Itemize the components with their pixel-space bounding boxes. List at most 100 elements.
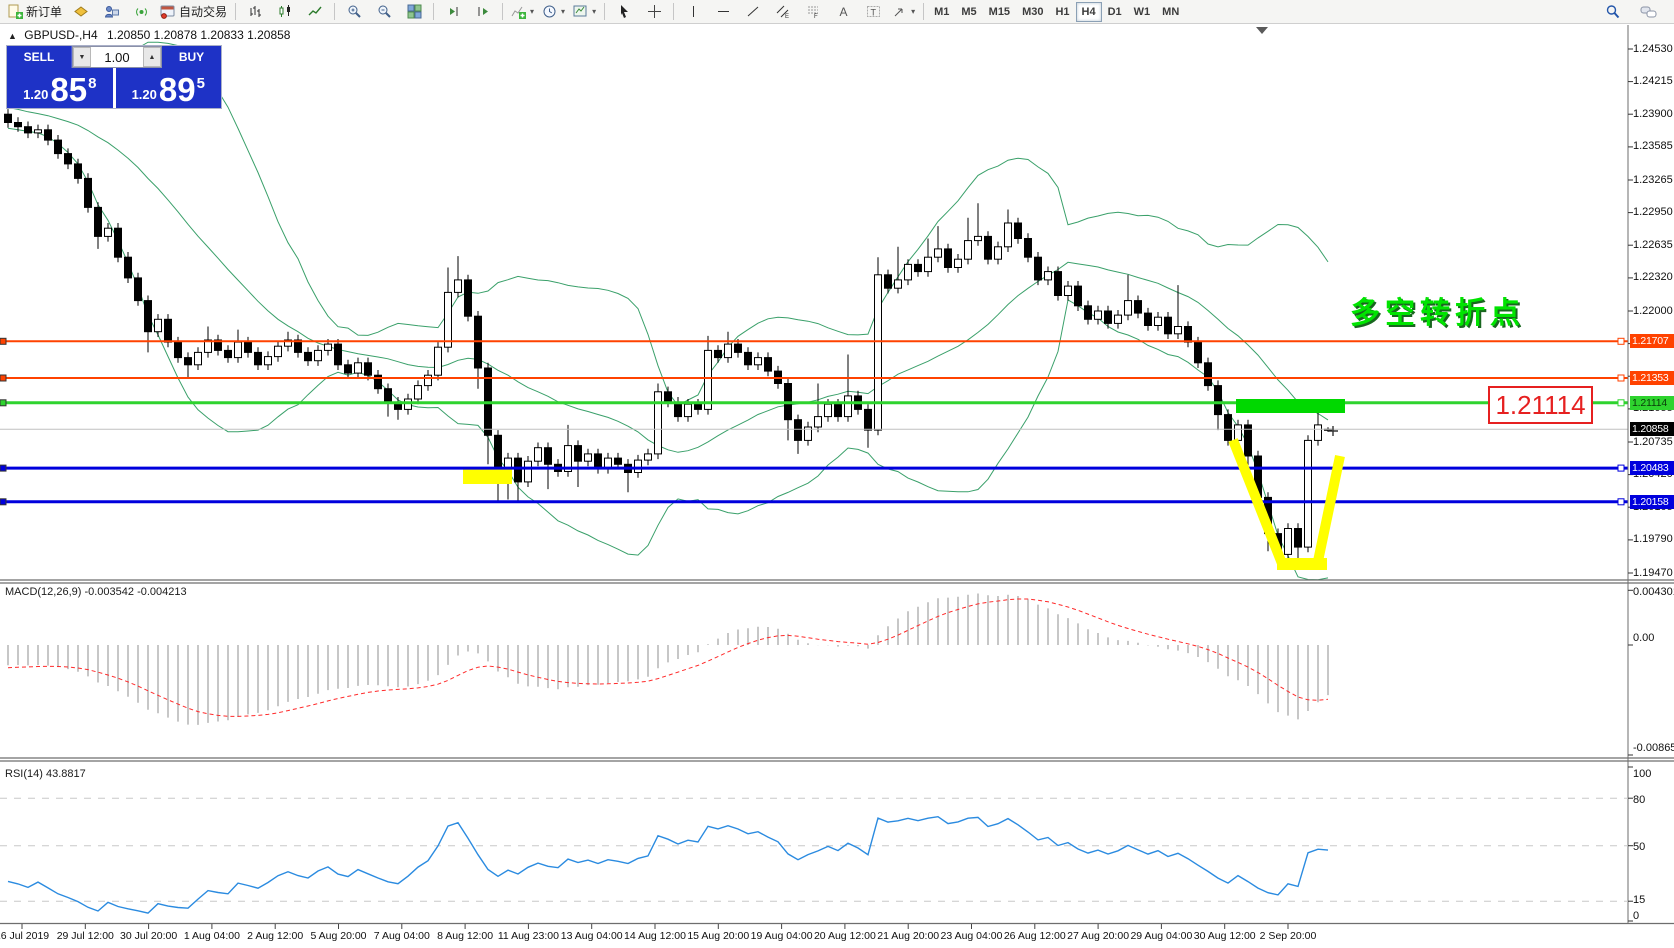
- sell-button[interactable]: SELL: [7, 46, 72, 68]
- zoom-out-button[interactable]: [369, 1, 399, 23]
- v-shape-base[interactable]: [1277, 558, 1327, 570]
- zoom-out-icon: [377, 4, 392, 19]
- toolbar-separator: [923, 3, 925, 20]
- v-shape-right-stroke[interactable]: [1312, 454, 1345, 568]
- zoom-in-button[interactable]: [339, 1, 369, 23]
- svg-text:T: T: [870, 8, 876, 18]
- timeframe-group: M1 M5 M15 M30 H1 H4 D1 W1 MN: [928, 1, 1185, 22]
- arrows-button[interactable]: ▾: [888, 1, 919, 23]
- line-chart-button[interactable]: [300, 1, 330, 23]
- toolbar-separator: [235, 3, 237, 20]
- new-order-label: 新订单: [26, 5, 63, 19]
- text-label-button[interactable]: T: [858, 1, 888, 23]
- hline-handle[interactable]: [0, 399, 7, 407]
- bollinger-band-d: [7, 127, 1329, 580]
- timeframe-m15[interactable]: M15: [988, 5, 1011, 18]
- autotrading-button[interactable]: 自动交易: [156, 1, 231, 23]
- price-level-box[interactable]: 1.21114: [1488, 386, 1593, 424]
- buy-button[interactable]: BUY: [162, 46, 221, 68]
- crosshair-icon: [647, 4, 662, 19]
- channel-button[interactable]: E: [768, 1, 798, 23]
- chevron-down-icon: ▾: [911, 7, 916, 16]
- timeframe-m1[interactable]: M1: [934, 5, 950, 18]
- autotrading-label: 自动交易: [179, 5, 228, 19]
- hline-end-marker: [1617, 399, 1625, 407]
- timeframe-mn[interactable]: MN: [1162, 5, 1180, 18]
- trendline-button[interactable]: [738, 1, 768, 23]
- buy-price[interactable]: 1.20 89 5: [115, 68, 221, 108]
- add-indicator-icon: [511, 4, 527, 19]
- hline-handle[interactable]: [0, 337, 7, 345]
- candlesticks: [4, 109, 1332, 565]
- bid-cross-marker: [1328, 426, 1338, 436]
- templates-button[interactable]: ▾: [569, 1, 600, 23]
- metaeditor-button[interactable]: [96, 1, 126, 23]
- green-level-bar[interactable]: [1236, 399, 1345, 413]
- turning-point-annotation[interactable]: 多空转折点: [1350, 297, 1525, 330]
- hline-handle[interactable]: [0, 464, 7, 472]
- timeframe-m5[interactable]: M5: [961, 5, 977, 18]
- sell-price[interactable]: 1.20 85 8: [7, 68, 113, 108]
- chart-shift-marker[interactable]: [1256, 27, 1268, 34]
- candle-chart-icon: [278, 4, 293, 19]
- horizontal-line-button[interactable]: [708, 1, 738, 23]
- auto-scroll-icon: [446, 4, 461, 19]
- cursor-button[interactable]: [609, 1, 639, 23]
- text-icon: A: [836, 4, 851, 19]
- fibonacci-button[interactable]: F: [798, 1, 828, 23]
- line-chart-icon: [308, 4, 323, 19]
- signals-button[interactable]: [126, 1, 156, 23]
- chart-ohlc-values: 1.20850 1.20878 1.20833 1.20858: [106, 28, 291, 42]
- hline-handle[interactable]: [0, 498, 7, 506]
- tile-windows-button[interactable]: [399, 1, 429, 23]
- yellow-highlight-box[interactable]: [463, 467, 512, 484]
- chart-shift-button[interactable]: [468, 1, 498, 23]
- metaeditor-icon: [104, 4, 119, 19]
- timeframe-h1[interactable]: H1: [1055, 5, 1070, 18]
- auto-scroll-button[interactable]: [438, 1, 468, 23]
- volume-down-button[interactable]: ▼: [73, 47, 91, 67]
- cursor-icon: [617, 4, 632, 19]
- chat-button[interactable]: [1634, 1, 1664, 23]
- indicators-button[interactable]: ▾: [507, 1, 538, 23]
- hline-end-marker: [1617, 464, 1625, 472]
- timeframe-m30[interactable]: M30: [1022, 5, 1044, 18]
- chevron-down-icon: ▾: [592, 7, 597, 16]
- timeframe-d1[interactable]: D1: [1107, 5, 1122, 18]
- sell-price-main: 85: [50, 71, 88, 108]
- crosshair-button[interactable]: [639, 1, 669, 23]
- buy-price-main: 89: [158, 71, 196, 108]
- chevron-down-icon: ▾: [530, 7, 535, 16]
- periods-button[interactable]: ▾: [538, 1, 569, 23]
- volume-input[interactable]: [91, 47, 143, 67]
- timeframe-h4[interactable]: H4: [1075, 1, 1102, 22]
- market-watch-button[interactable]: [66, 1, 96, 23]
- volume-stepper: ▼ ▲: [72, 46, 162, 68]
- bar-chart-button[interactable]: [240, 1, 270, 23]
- bollinger-band-m: [7, 107, 1329, 453]
- panel-collapse-arrow[interactable]: ▲: [8, 31, 17, 41]
- new-order-icon: [8, 4, 23, 19]
- svg-text:F: F: [814, 14, 818, 19]
- search-button[interactable]: [1598, 1, 1628, 23]
- candle-chart-button[interactable]: [270, 1, 300, 23]
- toolbar-separator: [334, 3, 336, 20]
- text-button[interactable]: A: [828, 1, 858, 23]
- chevron-down-icon: ▾: [561, 7, 566, 16]
- toolbar-separator: [673, 3, 675, 20]
- toolbar-separator: [604, 3, 606, 20]
- channel-icon: E: [776, 4, 791, 19]
- toolbar-separator: [433, 3, 435, 20]
- hline-handle[interactable]: [0, 374, 7, 382]
- timeframe-w1[interactable]: W1: [1133, 5, 1151, 18]
- chart-shift-icon: [476, 4, 491, 19]
- v-shape-left-stroke[interactable]: [1228, 438, 1288, 568]
- volume-up-button[interactable]: ▲: [143, 47, 161, 67]
- new-order-button[interactable]: 新订单: [4, 1, 66, 23]
- rsi-label: RSI(14) 43.8817: [5, 768, 86, 780]
- template-icon: [573, 4, 588, 19]
- rsi-line: [7, 815, 1329, 914]
- svg-text:A: A: [839, 5, 847, 19]
- vertical-line-button[interactable]: [678, 1, 708, 23]
